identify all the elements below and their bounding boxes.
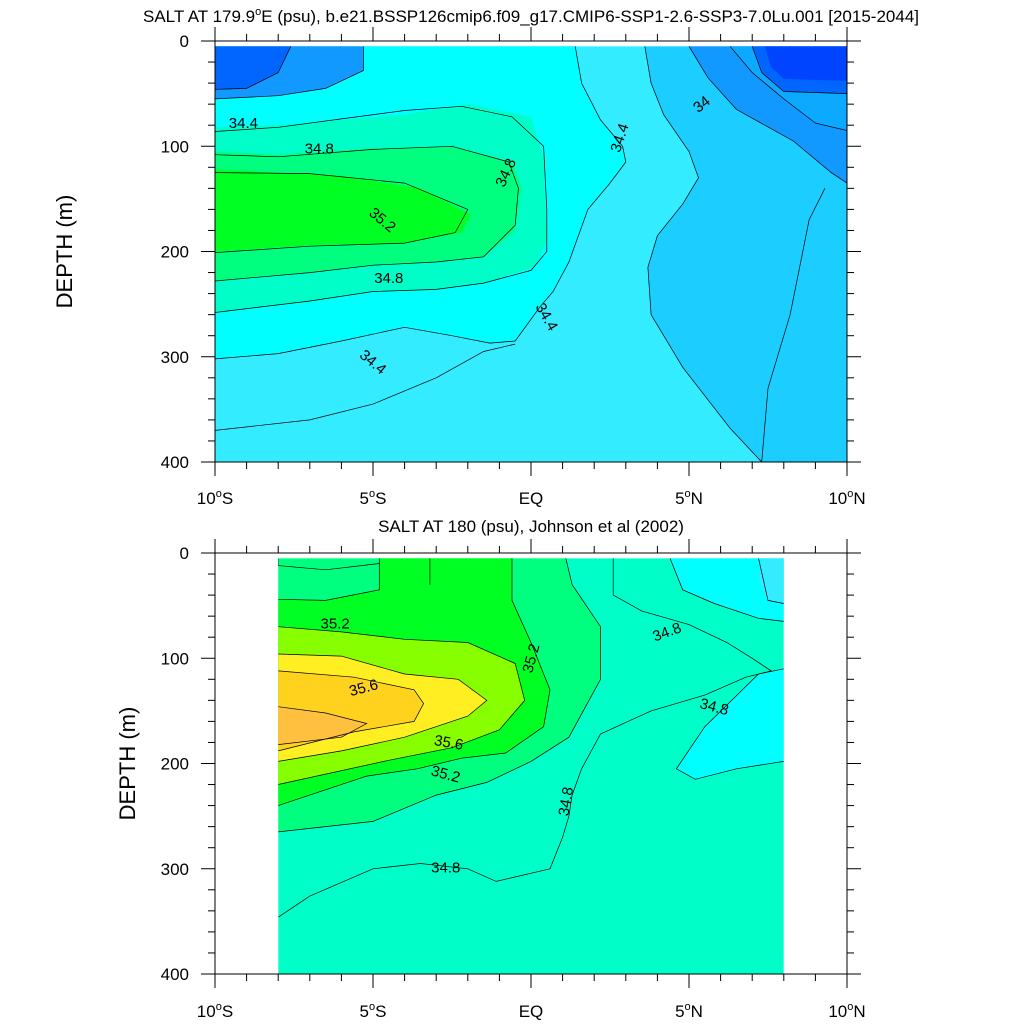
contour-line: [278, 653, 488, 762]
x-tick-label: EQ: [519, 1002, 544, 1021]
contour-label-text: 34: [690, 93, 714, 117]
x-tick-label: 10oS: [197, 1001, 233, 1021]
contour-fill-band: [764, 46, 847, 81]
contour-label: 34: [690, 93, 714, 117]
y-tick-label: 200: [161, 243, 189, 262]
contour-line: [215, 46, 364, 100]
y-tick-label: 300: [161, 348, 189, 367]
y-tick-label: 100: [161, 649, 189, 668]
contour-label: 35.6: [433, 732, 465, 754]
contour-line: [278, 670, 425, 752]
chart-title: SALT AT 179.9oE (psu), b.e21.BSSP126cmip…: [143, 6, 919, 26]
contour-line: [215, 105, 548, 313]
contour-line: [278, 558, 551, 806]
y-tick-label: 200: [161, 755, 189, 774]
contour-label: 35.2: [320, 616, 349, 633]
contour-field: [278, 558, 784, 974]
contour-label: 34.8: [698, 695, 731, 719]
contour-field: [215, 46, 847, 462]
contour-line: [675, 668, 784, 780]
y-tick-label: 0: [180, 544, 189, 563]
contour-label: 34.4: [229, 115, 258, 132]
contour-line: [644, 46, 762, 462]
contour-fill-band: [676, 668, 784, 780]
contour-fill-band: [670, 558, 784, 622]
contour-line: [278, 626, 526, 785]
contour-label-text: 35.2: [320, 616, 349, 633]
contour-label: 34.8: [431, 860, 460, 877]
contour-line: [758, 558, 784, 604]
contour-line: [278, 558, 601, 833]
y-tick-label: 400: [161, 965, 189, 984]
contour-line: [215, 46, 292, 90]
contour-line: [278, 558, 380, 571]
contour-line: [751, 46, 847, 94]
contour-label-text: 34.8: [431, 860, 460, 877]
y-tick-label: 0: [180, 32, 189, 51]
contour-line: [278, 558, 380, 601]
x-tick-label: 5oS: [360, 488, 387, 508]
contour-label-text: 35.2: [519, 642, 543, 675]
contour-line: [278, 558, 773, 918]
contour-line: [688, 46, 847, 184]
contour-label: 34.8: [555, 786, 577, 818]
panel-observed-salinity: 35.2 34.835.235.634.835.635.234.834.80100…: [115, 517, 866, 1021]
y-axis-label: DEPTH (m): [115, 707, 140, 821]
contour-label: 34.8: [305, 140, 334, 157]
y-tick-label: 100: [161, 137, 189, 156]
contour-label-text: 34.8: [698, 695, 731, 719]
contour-line: [215, 343, 516, 431]
contour-line: [278, 706, 368, 745]
contour-fill-band: [758, 558, 784, 604]
contour-label: 34.8: [374, 270, 403, 287]
x-tick-label: 10oS: [197, 488, 233, 508]
contour-line: [215, 46, 627, 360]
contour-label-text: 34.4: [229, 115, 258, 132]
x-tick-label: EQ: [519, 489, 544, 508]
contour-label-text: 35.6: [347, 676, 380, 700]
x-tick-label: 5oN: [675, 488, 703, 508]
x-tick-label: 10oN: [828, 1001, 865, 1021]
chart-title: SALT AT 180 (psu), Johnson et al (2002): [378, 517, 684, 536]
contour-label-text: 35.6: [433, 732, 465, 754]
contour-label: 35.2: [429, 762, 462, 786]
contour-label: 35.2: [519, 642, 543, 675]
y-axis-label: DEPTH (m): [52, 195, 77, 309]
x-tick-label: 10oN: [828, 488, 865, 508]
y-tick-label: 300: [161, 860, 189, 879]
x-tick-label: 5oN: [675, 1001, 703, 1021]
contour-label-text: 34.8: [374, 270, 403, 287]
contour-line: [761, 188, 826, 462]
y-tick-label: 400: [161, 453, 189, 472]
contour-label-text: 34.8: [555, 786, 577, 818]
contour-fill-band: [644, 46, 847, 462]
x-tick-label: 5oS: [360, 1001, 387, 1021]
contour-label-text: 34.8: [305, 140, 334, 157]
contour-line: [215, 145, 519, 282]
contour-line: [669, 558, 784, 622]
contour-fill-band: [215, 169, 471, 252]
contour-line: [215, 172, 469, 253]
contour-fill-band: [215, 46, 291, 90]
contour-label-text: 35.2: [429, 762, 462, 786]
contour-label: 35.6: [347, 676, 380, 700]
contour-line: [729, 46, 847, 131]
